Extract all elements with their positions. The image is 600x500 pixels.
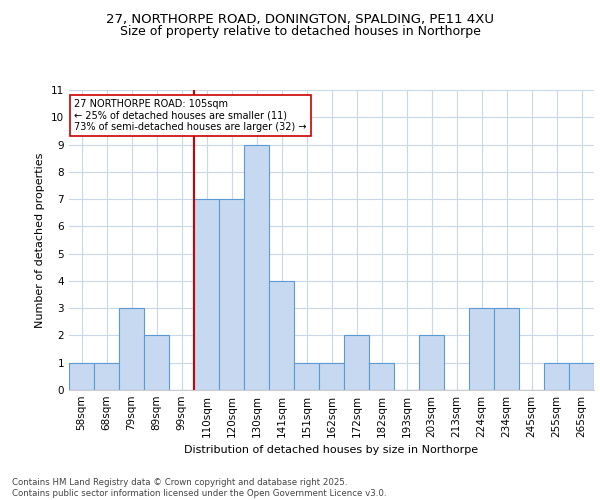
Bar — [544, 362, 569, 390]
Text: Size of property relative to detached houses in Northorpe: Size of property relative to detached ho… — [119, 25, 481, 38]
Bar — [119, 308, 144, 390]
Bar — [419, 336, 444, 390]
Bar — [469, 308, 494, 390]
Bar — [219, 199, 244, 390]
X-axis label: Distribution of detached houses by size in Northorpe: Distribution of detached houses by size … — [184, 446, 479, 456]
Bar — [494, 308, 519, 390]
Bar — [144, 336, 169, 390]
Bar — [569, 362, 594, 390]
Bar — [319, 362, 344, 390]
Bar — [69, 362, 94, 390]
Y-axis label: Number of detached properties: Number of detached properties — [35, 152, 46, 328]
Bar — [369, 362, 394, 390]
Bar — [194, 199, 219, 390]
Bar — [269, 281, 294, 390]
Bar — [94, 362, 119, 390]
Bar — [294, 362, 319, 390]
Text: Contains HM Land Registry data © Crown copyright and database right 2025.
Contai: Contains HM Land Registry data © Crown c… — [12, 478, 386, 498]
Text: 27 NORTHORPE ROAD: 105sqm
← 25% of detached houses are smaller (11)
73% of semi-: 27 NORTHORPE ROAD: 105sqm ← 25% of detac… — [74, 99, 307, 132]
Text: 27, NORTHORPE ROAD, DONINGTON, SPALDING, PE11 4XU: 27, NORTHORPE ROAD, DONINGTON, SPALDING,… — [106, 12, 494, 26]
Bar — [344, 336, 369, 390]
Bar — [244, 144, 269, 390]
